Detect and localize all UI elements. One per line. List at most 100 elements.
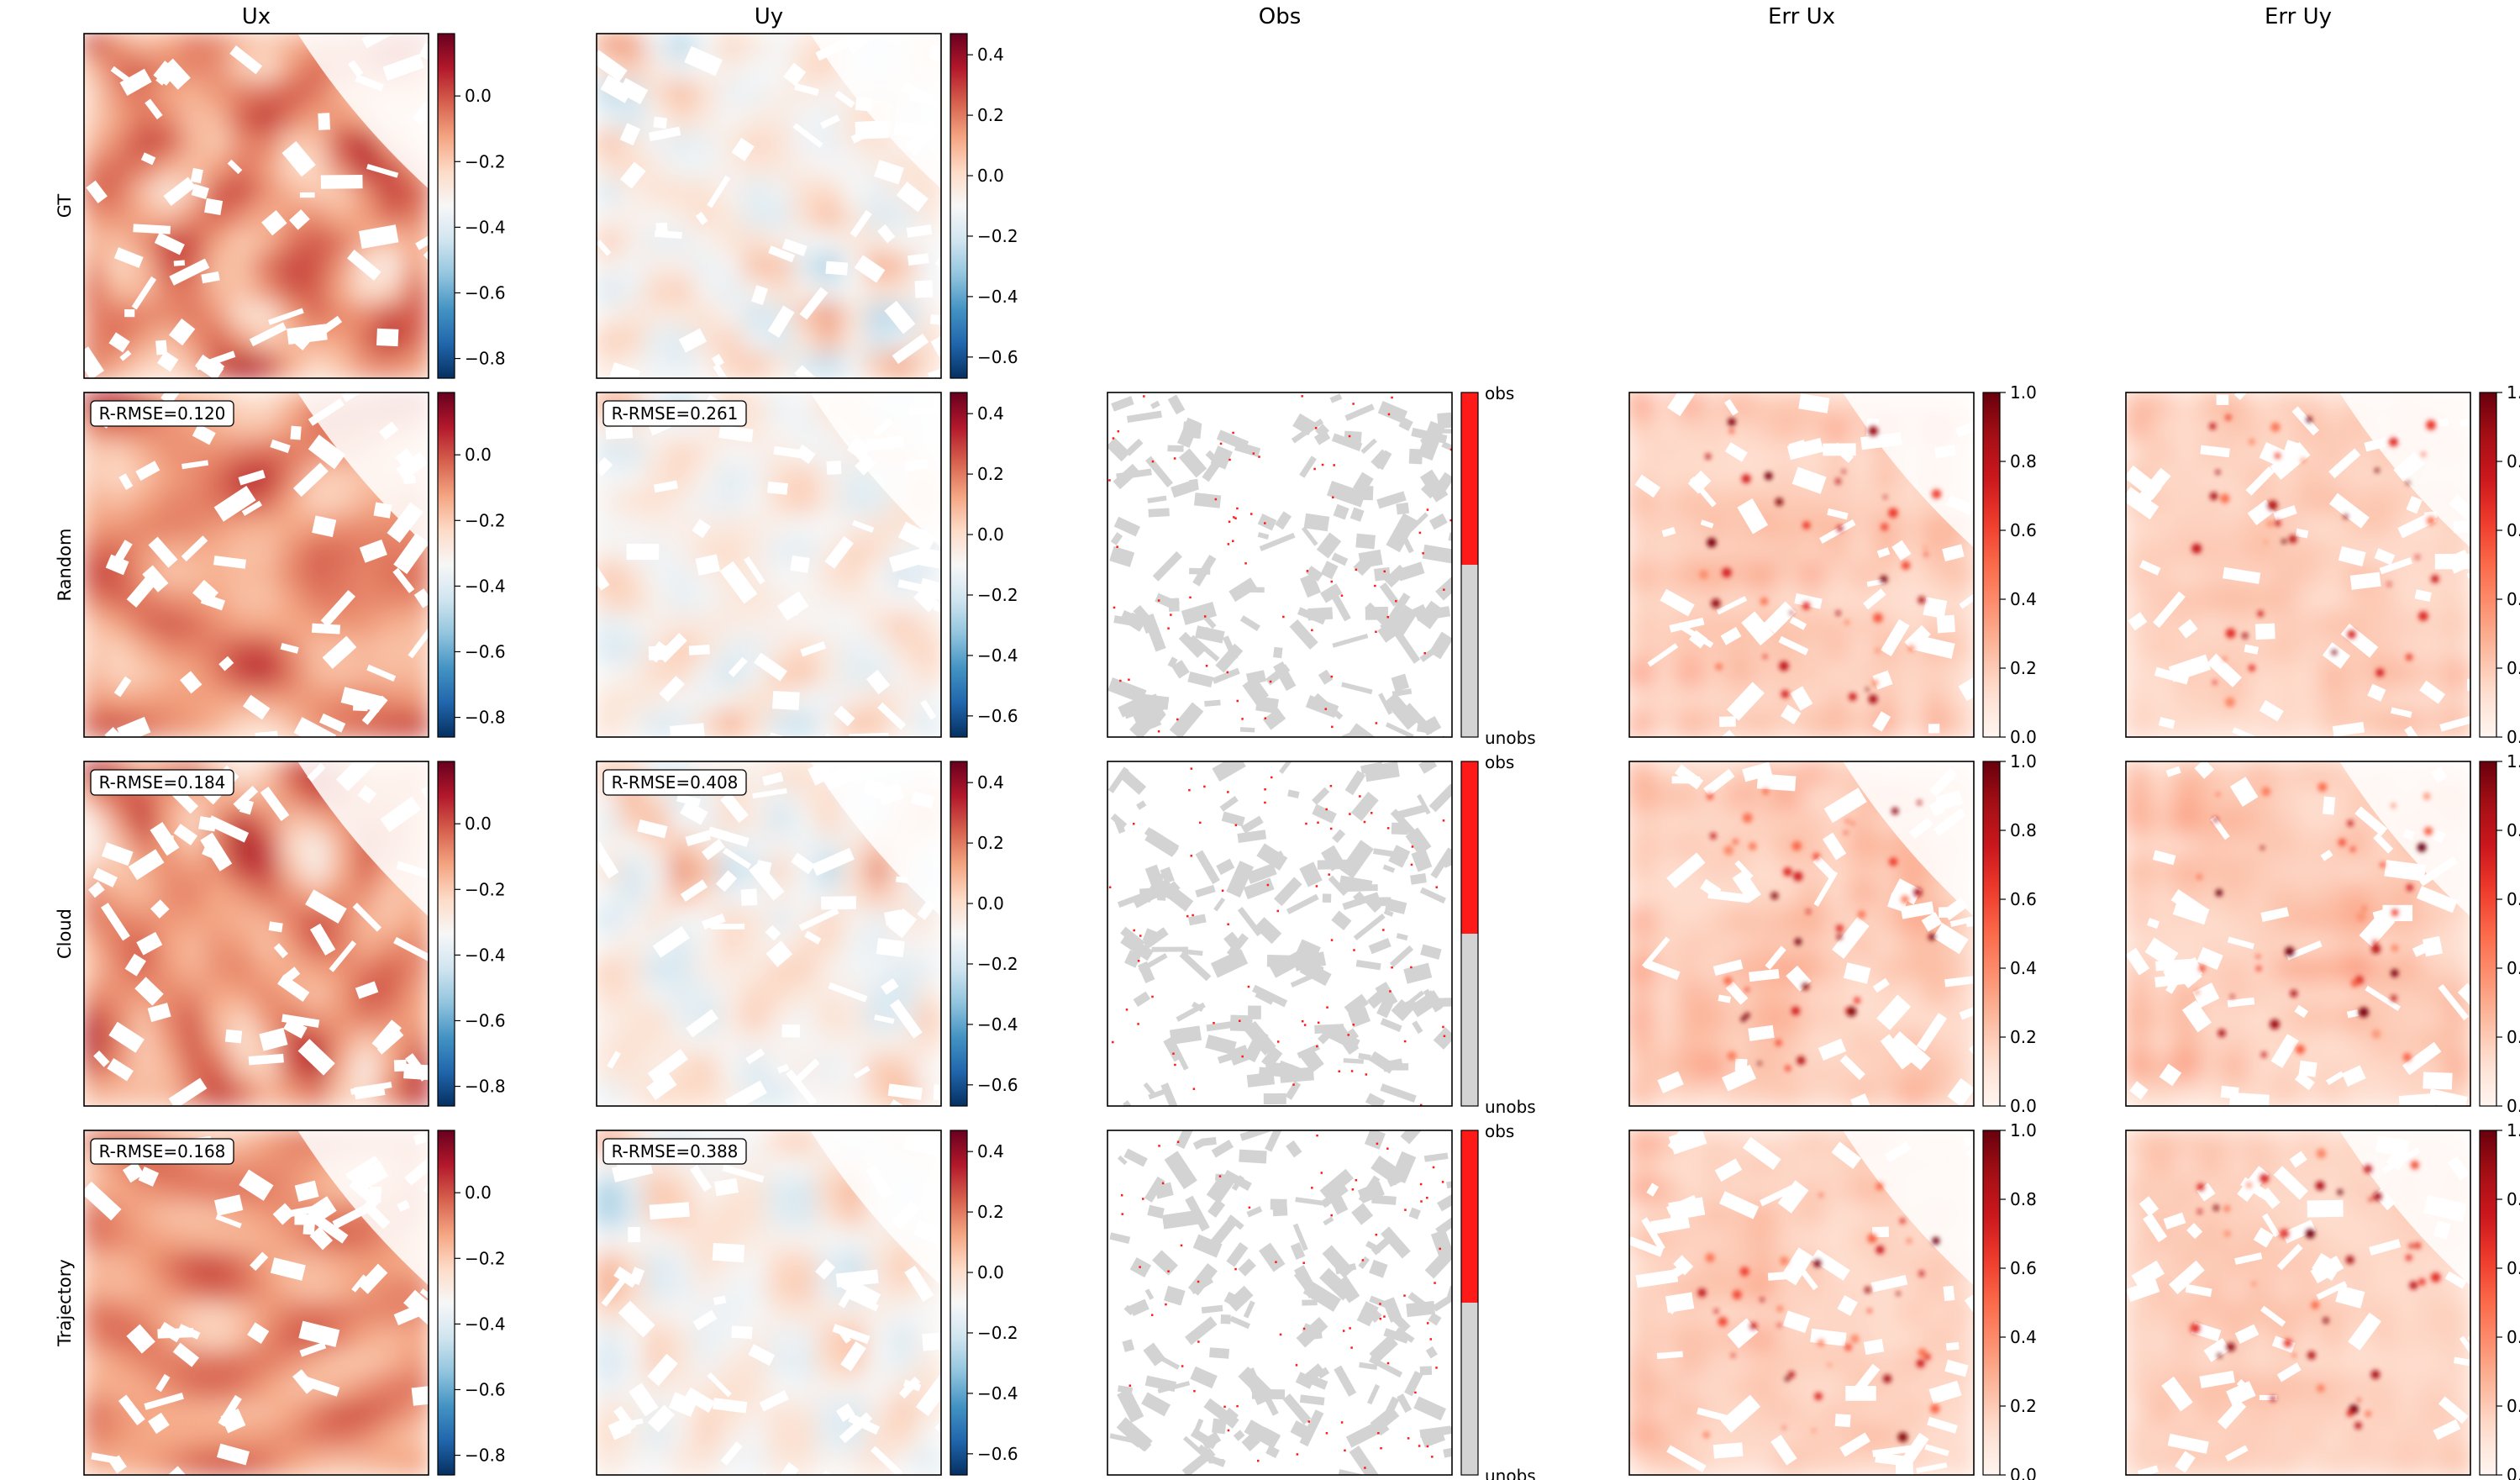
- colorbar-tick-label: −0.2: [977, 1323, 1018, 1343]
- colorbar-tick-label: 0.0: [977, 524, 1004, 545]
- colorbar-tick-label: 0.0: [977, 166, 1004, 186]
- colorbar-tick-label: −0.4: [977, 645, 1018, 666]
- rmse-box: [90, 1138, 234, 1165]
- colorbar: [2479, 1130, 2497, 1476]
- rmse-box: [602, 400, 747, 427]
- axes-frame: [2125, 392, 2471, 738]
- colorbar-tick-label: 0.0: [465, 814, 492, 834]
- colorbar-tick-label: −0.2: [977, 954, 1018, 974]
- panel-3-3: 1.0 0.8 0.6 0.4 0.2 0.0: [1628, 1120, 2037, 1480]
- axes-frame: [1107, 1130, 1453, 1476]
- unobs-swatch: [1461, 1303, 1478, 1475]
- colorbar-tick-label: −0.2: [465, 1248, 506, 1268]
- axes-frame: [83, 1130, 429, 1476]
- colorbar-tick-label: −0.6: [465, 641, 506, 661]
- colorbar-tick-label: 0.0: [465, 1182, 492, 1203]
- colorbar-tick-label: 1.0: [2507, 1120, 2520, 1140]
- panel-3-0: 0.0 −0.2 −0.4 −0.6 −0.8 R-RMSE=0.168: [83, 1130, 506, 1476]
- colorbar-tick-label: −0.4: [977, 287, 1018, 307]
- colorbar-tick-label: 0.0: [2507, 1096, 2520, 1116]
- heatmap-field: [1629, 761, 1974, 1106]
- row-label: Random: [55, 529, 75, 602]
- colorbar-label-obs: obs: [1485, 1121, 1514, 1141]
- colorbar: [950, 761, 968, 1107]
- rmse-label: R-RMSE=0.261: [612, 403, 739, 424]
- colorbar-tick-label: 0.8: [2507, 1189, 2520, 1209]
- colorbar-tick-label: 0.0: [2010, 727, 2037, 747]
- axes-frame: [596, 392, 942, 738]
- panel-1-0: 0.0 −0.2 −0.4 −0.6 −0.8 R-RMSE=0.120: [83, 392, 506, 738]
- axes-frame: [2125, 1130, 2471, 1476]
- colorbar: [950, 392, 968, 738]
- axes-frame: [1107, 761, 1453, 1107]
- axes-frame: [1107, 392, 1453, 738]
- colorbar-label-unobs: unobs: [1485, 1466, 1536, 1480]
- column-title: Ux: [242, 4, 271, 29]
- rmse-box: [602, 1138, 747, 1165]
- obs-swatch: [1461, 1130, 1478, 1303]
- colorbar: [1982, 1130, 2001, 1476]
- colorbar-tick-label: 0.4: [2010, 589, 2037, 609]
- panel-2-0: 0.0 −0.2 −0.4 −0.6 −0.8 R-RMSE=0.184: [83, 761, 506, 1107]
- colorbar-tick-label: 0.2: [2010, 658, 2037, 678]
- rmse-label: R-RMSE=0.388: [612, 1141, 739, 1161]
- colorbar-tick-label: 0.4: [2010, 1327, 2037, 1347]
- colorbar-tick-label: 0.6: [2010, 520, 2037, 540]
- column-title: Uy: [755, 4, 783, 29]
- axes-frame: [1628, 392, 1975, 738]
- panel-1-3: 1.0 0.8 0.6 0.4 0.2 0.0: [1628, 382, 2037, 747]
- obs-swatch: [1461, 392, 1478, 565]
- panel-2-4: 1.0 0.8 0.6 0.4 0.2 0.0: [2125, 751, 2520, 1116]
- colorbar: [1460, 761, 1479, 1107]
- colorbar-tick-label: −0.4: [465, 1314, 506, 1334]
- colorbar-tick-label: 1.0: [2010, 382, 2037, 403]
- axes-frame: [2125, 761, 2471, 1107]
- colorbar-tick-label: −0.2: [977, 226, 1018, 246]
- colorbar-label-obs: obs: [1485, 383, 1514, 403]
- colorbar-tick-label: 0.0: [465, 445, 492, 465]
- row-label: Cloud: [55, 909, 75, 959]
- panel-2-3: 1.0 0.8 0.6 0.4 0.2 0.0: [1628, 751, 2037, 1116]
- colorbar: [2479, 761, 2497, 1107]
- colorbar-tick-label: 0.8: [2010, 820, 2037, 840]
- heatmap-field: [1629, 392, 1974, 737]
- obs-mask: [1107, 392, 1452, 737]
- unobs-swatch: [1461, 565, 1478, 737]
- heatmap-field: [597, 761, 941, 1106]
- colorbar: [1982, 761, 2001, 1107]
- panel-1-2: obs unobs: [1107, 383, 1536, 748]
- panel-0-1: 0.4 0.2 0.0 −0.2 −0.4 −0.6: [596, 33, 1018, 379]
- colorbar: [1460, 1130, 1479, 1476]
- colorbar: [1982, 392, 2001, 738]
- colorbar-tick-label: 0.6: [2010, 889, 2037, 909]
- colorbar-tick-label: 0.2: [2010, 1027, 2037, 1047]
- colorbar-tick-label: −0.4: [465, 945, 506, 965]
- heatmap-field: [2126, 392, 2470, 737]
- column-title: Err Ux: [1768, 4, 1835, 29]
- obs-mask: [1107, 761, 1452, 1106]
- colorbar-tick-label: 0.8: [2507, 820, 2520, 840]
- colorbar-tick-label: 1.0: [2507, 751, 2520, 772]
- colorbar: [437, 33, 455, 379]
- heatmap-field: [597, 34, 941, 378]
- colorbar-tick-label: 0.4: [977, 772, 1004, 793]
- colorbar-tick-label: −0.8: [465, 1446, 506, 1466]
- panel-2-1: 0.4 0.2 0.0 −0.2 −0.4 −0.6 R-RMSE=0.408: [596, 761, 1018, 1107]
- axes-frame: [83, 392, 429, 738]
- column-title: Err Uy: [2265, 4, 2332, 29]
- colorbar-label-unobs: unobs: [1485, 1097, 1536, 1117]
- colorbar-tick-label: −0.6: [977, 1444, 1018, 1464]
- colorbar-tick-label: 0.4: [2507, 1327, 2520, 1347]
- colorbar-tick-label: 0.0: [977, 1262, 1004, 1282]
- colorbar-tick-label: 1.0: [2507, 382, 2520, 403]
- rmse-label: R-RMSE=0.120: [99, 403, 226, 424]
- axes-frame: [1628, 1130, 1975, 1476]
- colorbar-tick-label: −0.2: [465, 879, 506, 899]
- rmse-box: [90, 400, 234, 427]
- colorbar-tick-label: 0.4: [977, 403, 1004, 424]
- colorbar-tick-label: −0.4: [465, 217, 506, 237]
- heatmap-field: [2126, 1130, 2470, 1475]
- colorbar: [437, 761, 455, 1107]
- colorbar-label-obs: obs: [1485, 752, 1514, 772]
- colorbar-tick-label: 0.0: [2010, 1465, 2037, 1480]
